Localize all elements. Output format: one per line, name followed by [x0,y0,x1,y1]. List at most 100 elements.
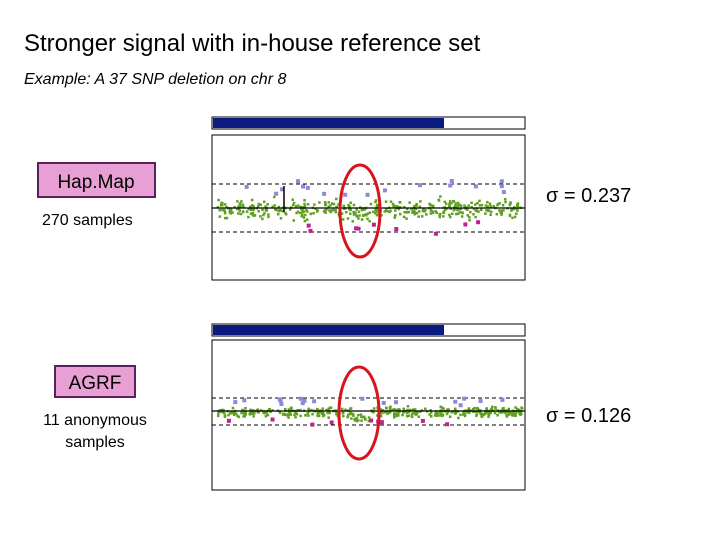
point [251,412,254,415]
point [407,410,411,414]
outlier-point [382,188,387,193]
point [316,407,319,411]
point [375,205,378,208]
outlier-point [360,396,365,401]
point [263,200,266,204]
point [486,205,489,208]
point [352,213,356,216]
point [355,215,359,218]
point [383,210,386,213]
outlier-point [379,420,384,425]
point [248,205,252,209]
point [287,408,291,411]
point [406,404,410,408]
point [454,204,457,207]
point [363,417,367,420]
point [221,208,224,212]
point [429,212,433,215]
point [381,409,385,412]
point [389,200,393,203]
point [517,408,521,412]
outlier-point [274,191,279,196]
point [402,411,405,414]
outlier-point [312,399,317,404]
point [501,204,505,207]
point [324,203,327,207]
point [388,210,391,214]
panel-caption: 270 samples [42,212,133,229]
point [466,208,469,211]
point [348,212,352,216]
point [448,204,451,208]
point [309,212,312,216]
point [303,219,307,223]
point [515,207,519,211]
point [372,407,376,410]
point [428,202,431,206]
point [401,413,404,417]
point [484,204,488,207]
point [358,214,361,217]
label-box [37,162,156,198]
point [228,210,231,214]
point [478,204,482,207]
point [460,215,464,218]
point [271,205,274,209]
point [448,200,452,203]
point [407,414,411,418]
point [457,416,460,420]
point [261,208,264,212]
point [283,412,287,416]
point [476,201,479,205]
point [217,198,220,202]
point [468,215,471,219]
outlier-point [453,399,458,404]
subtitle: Example: A 37 SNP deletion on chr 8 [24,71,286,88]
point [413,204,416,208]
point [403,210,406,214]
point [306,210,309,213]
point [456,208,459,212]
point [474,410,478,413]
point [379,408,383,411]
point [345,210,348,214]
point [439,212,442,216]
point [352,414,355,417]
point [223,203,227,206]
point [225,205,228,209]
point [286,413,290,416]
point [293,413,296,417]
point [478,199,481,203]
point [413,408,417,411]
point [349,201,352,205]
point [492,205,495,208]
point [408,201,411,204]
point [508,214,512,218]
point [512,412,516,415]
point [415,211,419,215]
point [242,415,245,418]
point [520,407,524,410]
point [402,215,406,219]
point [360,208,364,212]
point [463,204,466,207]
point [485,208,488,212]
point [223,411,226,415]
point [374,199,378,202]
point [462,411,465,414]
point [514,406,517,409]
point [448,213,451,217]
point [503,198,507,201]
point [329,204,332,207]
point [496,202,500,206]
outlier-point [270,417,275,422]
point [449,215,452,219]
point [405,217,408,220]
point [509,202,512,205]
point [425,213,428,216]
point [337,203,340,206]
point [256,409,259,412]
point [298,211,302,215]
point [318,410,322,414]
point [221,202,224,205]
